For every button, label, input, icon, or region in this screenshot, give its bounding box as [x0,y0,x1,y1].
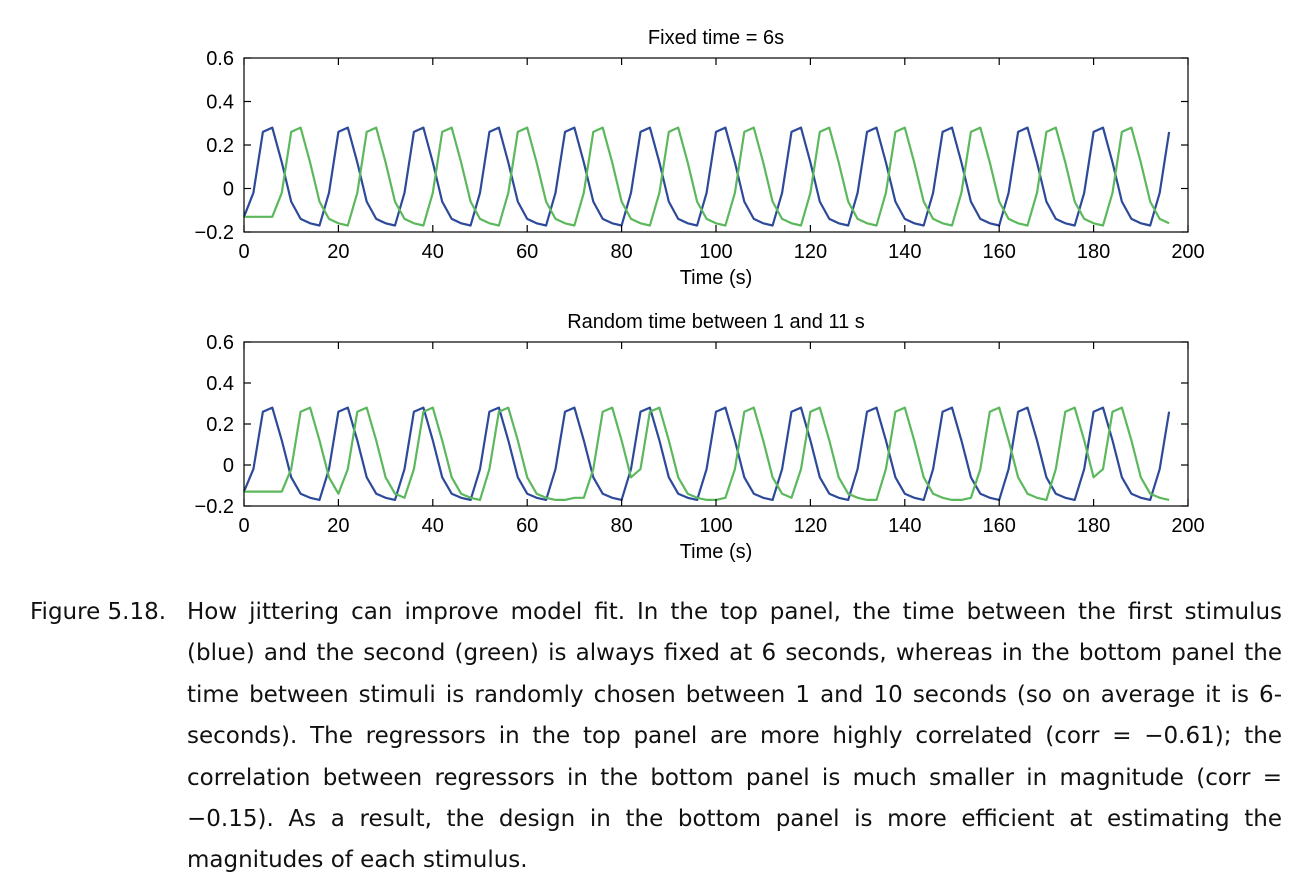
x-tick-label: 180 [1077,515,1110,537]
y-tick-label: 0.6 [206,48,234,70]
y-tick-label: 0.2 [206,414,234,436]
figure: Fixed time = 6s 0 20 40 60 80 100 120 140 160 180 2… [195,27,1205,563]
x-tick-label: 40 [422,515,444,537]
x-tick-label: 140 [888,241,921,263]
x-axis-label: Time (s) [680,267,753,289]
x-tick-label: 160 [983,241,1016,263]
x-tick-label: 0 [238,241,249,263]
series-line-green [244,126,1170,227]
y-tick-label: 0 [223,179,234,201]
axes-frame [243,57,1189,233]
x-tick-label: 200 [1171,241,1204,263]
x-tick-label: 80 [610,241,632,263]
y-tick-label: 0.4 [206,92,234,114]
x-tick-label: 0 [238,515,249,537]
axes-frame [243,341,1189,507]
y-tick-label: 0.2 [206,135,234,157]
y-tick-label: 0 [223,455,234,477]
x-tick-label: 120 [794,515,827,537]
series-line-blue [242,126,1171,227]
y-tick-label: 0.4 [206,373,234,395]
series-line-green [244,406,1170,501]
bottom-panel: Random time between 1 and 11 s 0 20 40 60 80 1… [195,311,1205,563]
series-line-blue [242,406,1171,501]
x-tick-label: 120 [794,241,827,263]
chart-title: Random time between 1 and 11 s [567,311,865,333]
x-tick-label: 40 [422,241,444,263]
x-tick-label: 60 [516,515,538,537]
top-panel: Fixed time = 6s 0 20 40 60 80 100 120 140 160 180 2… [195,27,1205,289]
caption-label: Figure 5.18. [30,599,167,625]
y-tick-label: 0.6 [206,332,234,354]
x-axis-label: Time (s) [680,541,753,563]
x-tick-label: 20 [327,241,349,263]
x-tick-label: 200 [1171,515,1204,537]
chart-title: Fixed time = 6s [648,27,784,49]
x-tick-label: 160 [983,515,1016,537]
caption-text: How jittering can improve model fit. In … [187,599,1282,874]
x-tick-label: 100 [699,241,732,263]
x-tick-label: 180 [1077,241,1110,263]
x-tick-label: 20 [327,515,349,537]
x-tick-label: 60 [516,241,538,263]
x-tick-label: 80 [610,515,632,537]
y-tick-label: −0.2 [195,222,234,244]
x-tick-label: 100 [699,515,732,537]
y-tick-label: −0.2 [195,496,234,518]
x-tick-label: 140 [888,515,921,537]
